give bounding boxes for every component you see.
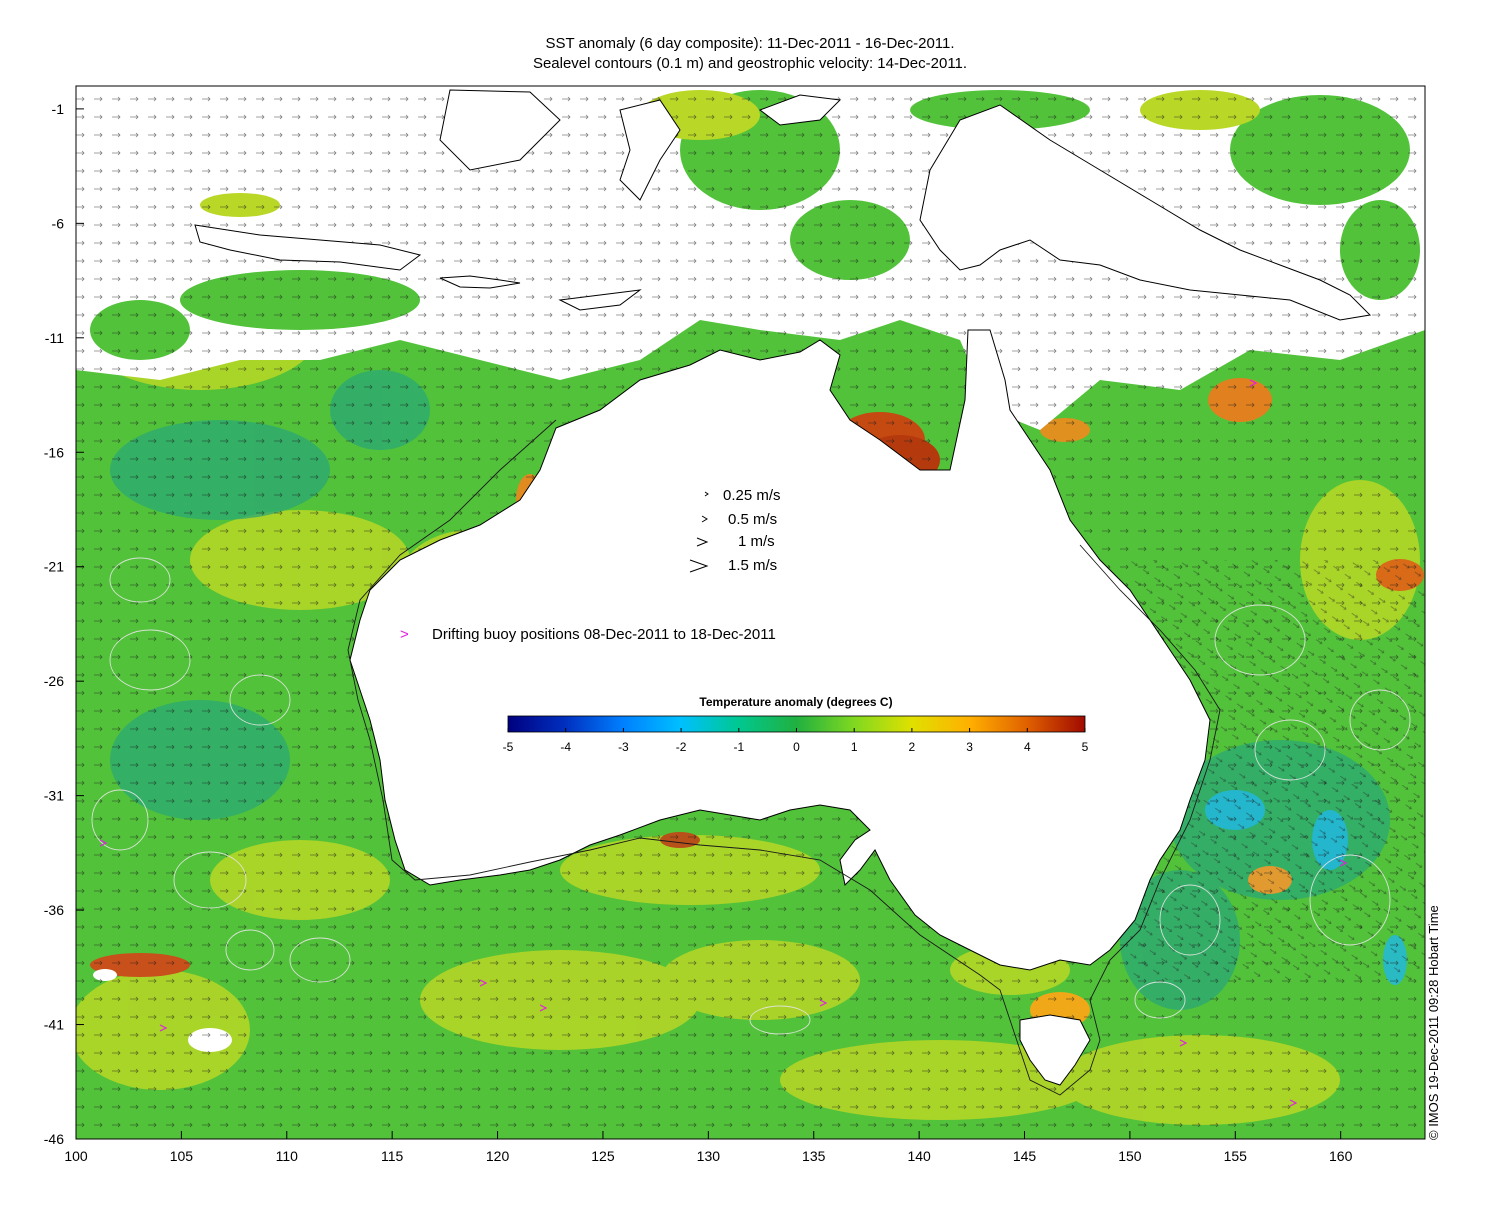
velocity-legend-item: 1.5 m/s — [689, 557, 777, 574]
java-landmass — [194, 224, 422, 271]
y-tick-label: -26 — [44, 673, 64, 689]
colorbar-tick-label: 1 — [851, 740, 858, 754]
plot-frame — [75, 85, 1426, 1140]
velocity-legend-label: 1 m/s — [738, 533, 775, 550]
chart-title-line1: SST anomaly (6 day composite): 11-Dec-20… — [545, 35, 955, 52]
y-tick-label: -16 — [44, 444, 64, 460]
sealevel-contours — [91, 557, 1411, 1035]
y-axis: -1 -6 -11 -16 -21 -26 -31 -36 -41 -46 — [44, 101, 84, 1147]
seram-landmass — [758, 94, 842, 126]
x-tick-label: 100 — [64, 1148, 88, 1164]
velocity-legend-label: 0.25 m/s — [723, 487, 781, 504]
colorbar-tick-label: 4 — [1024, 740, 1031, 754]
x-axis: 100 105 110 115 120 125 130 135 140 145 150 155 160 — [64, 1131, 1353, 1164]
velocity-legend-label: 0.5 m/s — [728, 511, 777, 528]
colorbar-title: Temperature anomaly (degrees C) — [699, 695, 892, 709]
y-tick-label: -6 — [52, 215, 65, 231]
velocity-arrow-icon — [696, 537, 709, 547]
velocity-legend: 0.25 m/s 0.5 m/s 1 m/s 1.5 m/s — [689, 487, 781, 574]
x-tick-label: 150 — [1118, 1148, 1142, 1164]
x-tick-label: 130 — [697, 1148, 721, 1164]
x-tick-label: 145 — [1013, 1148, 1037, 1164]
tasmania-landmass — [1019, 1014, 1091, 1086]
y-tick-label: -46 — [44, 1131, 64, 1147]
x-tick-label: 140 — [907, 1148, 931, 1164]
australia-landmass — [349, 329, 1211, 971]
y-tick-label: -21 — [44, 559, 64, 575]
colorbar-tick-label: -2 — [676, 740, 687, 754]
x-tick-label: 155 — [1224, 1148, 1248, 1164]
timor-landmass — [558, 289, 642, 311]
velocity-legend-item: 0.25 m/s — [704, 487, 781, 504]
colorbar-tick-label: -1 — [733, 740, 744, 754]
y-tick-label: -41 — [44, 1017, 64, 1033]
shelf-edge-line — [347, 419, 1221, 1096]
borneo-landmass — [439, 89, 561, 171]
x-tick-label: 135 — [802, 1148, 826, 1164]
x-tick-label: 110 — [276, 1148, 299, 1164]
colorbar-tick-label: 3 — [966, 740, 973, 754]
copyright-notice: © IMOS 19-Dec-2011 09:28 Hobart Time — [1426, 905, 1441, 1140]
y-tick-label: -1 — [52, 101, 65, 117]
velocity-arrow-icon — [704, 491, 709, 497]
x-tick-label: 105 — [170, 1148, 194, 1164]
drifting-buoy-markers — [99, 379, 1348, 1107]
buoy-marker-symbol: > — [400, 626, 409, 643]
x-tick-label: 160 — [1329, 1148, 1353, 1164]
colorbar-tick-label: -3 — [618, 740, 629, 754]
colorbar-tick-label: -5 — [503, 740, 514, 754]
y-tick-label: -31 — [44, 788, 64, 804]
velocity-arrow-icon — [689, 559, 709, 573]
colorbar-tick-label: 0 — [793, 740, 800, 754]
y-tick-label: -36 — [44, 902, 64, 918]
colorbar-tick-label: 2 — [909, 740, 916, 754]
new-guinea-landmass — [919, 104, 1372, 321]
sulawesi-landmass — [619, 99, 681, 201]
velocity-arrow-icon — [701, 515, 708, 523]
colorbar: Temperature anomaly (degrees C) -5 -4 -3 -2… — [503, 695, 1089, 754]
velocity-legend-item: 1 m/s — [696, 533, 775, 550]
buoy-legend: > Drifting buoy positions 08-Dec-2011 to… — [400, 626, 776, 643]
nusa-tenggara-islands — [439, 275, 521, 289]
colorbar-ticks: -5 -4 -3 -2 -1 0 1 2 3 4 5 — [503, 728, 1089, 754]
buoy-legend-label: Drifting buoy positions 08-Dec-2011 to 1… — [432, 626, 776, 643]
chart-title-line2: Sealevel contours (0.1 m) and geostrophi… — [532, 55, 968, 72]
landmasses — [194, 89, 1372, 1086]
map-plot-area — [76, 86, 1425, 1139]
colorbar-tick-label: 5 — [1082, 740, 1089, 754]
y-tick-label: -11 — [45, 330, 64, 346]
velocity-legend-label: 1.5 m/s — [728, 557, 777, 574]
colorbar-tick-label: -4 — [560, 740, 571, 754]
x-tick-label: 120 — [486, 1148, 510, 1164]
velocity-legend-item: 0.5 m/s — [701, 511, 777, 528]
x-tick-label: 115 — [381, 1148, 404, 1164]
x-tick-label: 125 — [591, 1148, 615, 1164]
